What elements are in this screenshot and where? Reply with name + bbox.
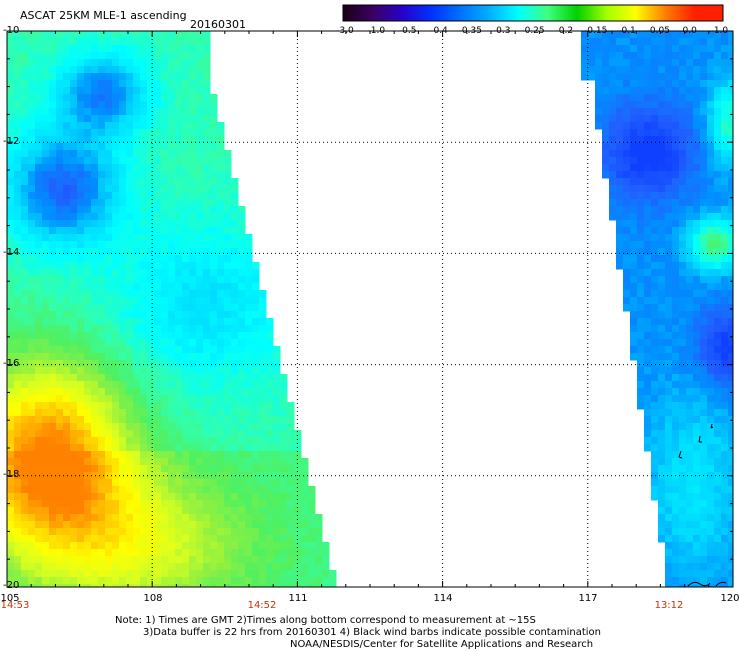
color-scale-segment (518, 5, 549, 21)
color-scale-segment (693, 5, 724, 21)
wind-barb (710, 423, 714, 429)
wind-barb (678, 450, 683, 459)
swath-time: 14:53 (0, 600, 30, 611)
map-frame (6, 30, 734, 588)
color-scale-label: -0.05 (646, 26, 670, 36)
lon-label: 114 (433, 593, 453, 604)
lon-label: 120 (720, 593, 740, 604)
lat-label: -10 (3, 25, 20, 36)
color-scale-bar (342, 4, 724, 22)
lon-label: 105 (0, 593, 20, 604)
lon-label: 111 (288, 593, 308, 604)
note-line-1: Note: 1) Times are GMT 2)Times along bot… (115, 615, 536, 626)
color-scale-segment (459, 5, 490, 21)
note-line-3: NOAA/NESDIS/Center for Satellite Applica… (290, 639, 594, 650)
color-scale-segment (430, 5, 461, 21)
swath-time: 14:52 (247, 600, 277, 611)
lon-label: 108 (143, 593, 163, 604)
note-line-2: 3)Data buffer is 22 hrs from 20160301 4)… (143, 627, 601, 638)
color-scale-label: -1.0 (367, 26, 386, 36)
color-scale-label: -0.5 (398, 26, 417, 36)
color-scale-label: -0.2 (555, 26, 574, 36)
color-scale-label: -3.0 (336, 26, 354, 36)
lat-label: -20 (3, 580, 20, 591)
color-scale-label: -0.25 (521, 26, 545, 36)
color-scale-segment (576, 5, 607, 21)
lat-label: -14 (3, 247, 20, 258)
wind-barb (698, 435, 702, 443)
color-scale-segment (606, 5, 636, 21)
color-scale-segment (547, 5, 578, 21)
color-scale-segment (401, 5, 432, 21)
color-scale-segment (489, 5, 519, 21)
map-date: 20160301 (190, 18, 246, 31)
color-scale-label: -0.3 (492, 26, 511, 36)
lon-label: 117 (578, 593, 598, 604)
lat-label: -16 (3, 358, 20, 369)
lat-label: -18 (3, 469, 20, 480)
lat-label: -12 (3, 136, 20, 147)
color-scale-segment (343, 5, 373, 21)
color-scale-label: 0.0 (682, 26, 697, 36)
color-scale-segment (635, 5, 666, 21)
map-title: ASCAT 25KM MLE-1 ascending (20, 9, 187, 22)
color-scale-label: -0.4 (430, 26, 448, 36)
color-scale-label: -0.1 (618, 26, 636, 36)
color-scale-label: -0.35 (458, 26, 482, 36)
color-scale-label: 1.0 (713, 26, 729, 36)
color-scale-segment (372, 5, 402, 21)
swath-time: 13:12 (654, 600, 684, 611)
color-scale-segment (664, 5, 695, 21)
coastline (687, 581, 727, 587)
wind-barbs (678, 423, 727, 587)
color-scale-label: -0.15 (584, 26, 608, 36)
